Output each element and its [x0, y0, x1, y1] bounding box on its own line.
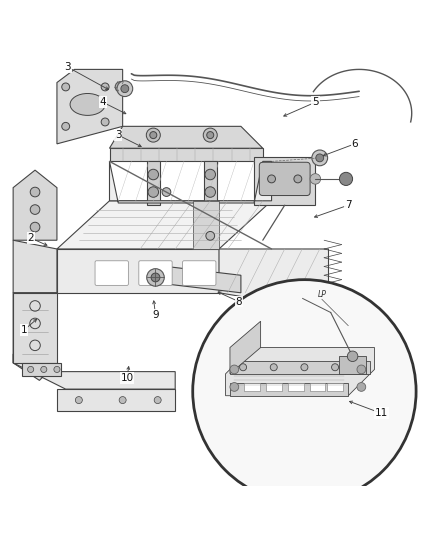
Polygon shape — [219, 249, 328, 302]
Circle shape — [121, 85, 129, 93]
Polygon shape — [230, 383, 348, 395]
Circle shape — [230, 365, 239, 374]
Circle shape — [115, 82, 126, 92]
Text: 6: 6 — [351, 139, 358, 149]
Bar — [310, 383, 325, 391]
FancyBboxPatch shape — [259, 162, 310, 196]
Text: 7: 7 — [345, 200, 352, 210]
Polygon shape — [110, 148, 263, 161]
Circle shape — [75, 397, 82, 403]
Polygon shape — [230, 321, 261, 374]
Polygon shape — [22, 363, 61, 376]
Polygon shape — [13, 240, 57, 293]
Polygon shape — [254, 157, 315, 205]
Circle shape — [146, 128, 160, 142]
Text: 5: 5 — [312, 97, 319, 107]
Circle shape — [30, 222, 40, 232]
Text: LP: LP — [318, 290, 326, 300]
Circle shape — [148, 187, 159, 197]
Text: 2: 2 — [27, 233, 34, 243]
Circle shape — [101, 118, 109, 126]
Circle shape — [147, 269, 164, 286]
Circle shape — [310, 174, 321, 184]
Polygon shape — [339, 356, 366, 374]
FancyBboxPatch shape — [95, 261, 128, 285]
Text: 10: 10 — [120, 373, 134, 383]
Circle shape — [347, 351, 358, 361]
Polygon shape — [57, 249, 219, 293]
Circle shape — [193, 280, 416, 503]
Text: 8: 8 — [235, 296, 242, 306]
Text: 1: 1 — [21, 325, 28, 335]
Polygon shape — [13, 354, 175, 389]
Circle shape — [30, 187, 40, 197]
Circle shape — [117, 81, 133, 96]
Circle shape — [54, 366, 60, 373]
Circle shape — [332, 364, 339, 371]
Polygon shape — [13, 170, 57, 240]
Polygon shape — [226, 348, 374, 395]
Circle shape — [150, 132, 157, 139]
FancyBboxPatch shape — [183, 261, 216, 285]
Circle shape — [230, 383, 239, 391]
Text: 4: 4 — [99, 97, 106, 107]
Polygon shape — [230, 361, 370, 374]
Bar — [266, 383, 282, 391]
Circle shape — [28, 366, 34, 373]
Circle shape — [268, 175, 276, 183]
Circle shape — [301, 364, 308, 371]
Circle shape — [154, 397, 161, 403]
Circle shape — [357, 383, 366, 391]
Circle shape — [270, 364, 277, 371]
Circle shape — [312, 150, 328, 166]
Circle shape — [119, 397, 126, 403]
Circle shape — [203, 128, 217, 142]
Text: 11: 11 — [374, 408, 388, 418]
Bar — [288, 383, 304, 391]
Circle shape — [207, 132, 214, 139]
Polygon shape — [110, 161, 272, 203]
Polygon shape — [147, 161, 160, 205]
Polygon shape — [13, 293, 57, 363]
Polygon shape — [57, 389, 175, 411]
Circle shape — [41, 366, 47, 373]
Text: 3: 3 — [115, 130, 122, 140]
Circle shape — [101, 83, 109, 91]
Circle shape — [339, 172, 353, 185]
Circle shape — [62, 123, 70, 130]
Circle shape — [162, 188, 171, 197]
Polygon shape — [57, 201, 272, 249]
Circle shape — [240, 364, 247, 371]
Circle shape — [294, 175, 302, 183]
Polygon shape — [57, 69, 123, 144]
Circle shape — [357, 365, 366, 374]
FancyBboxPatch shape — [139, 261, 172, 285]
Polygon shape — [204, 161, 217, 205]
Circle shape — [205, 169, 215, 180]
Circle shape — [206, 231, 215, 240]
Circle shape — [62, 83, 70, 91]
Circle shape — [148, 169, 159, 180]
Ellipse shape — [70, 93, 105, 115]
Text: 3: 3 — [64, 62, 71, 72]
Polygon shape — [193, 201, 219, 249]
Circle shape — [30, 205, 40, 214]
Polygon shape — [110, 126, 263, 148]
Polygon shape — [13, 293, 57, 381]
Bar — [327, 383, 343, 391]
Polygon shape — [166, 266, 241, 293]
Bar — [244, 383, 260, 391]
Circle shape — [205, 187, 215, 197]
Text: 9: 9 — [152, 310, 159, 320]
Circle shape — [151, 273, 160, 282]
Circle shape — [316, 154, 324, 162]
